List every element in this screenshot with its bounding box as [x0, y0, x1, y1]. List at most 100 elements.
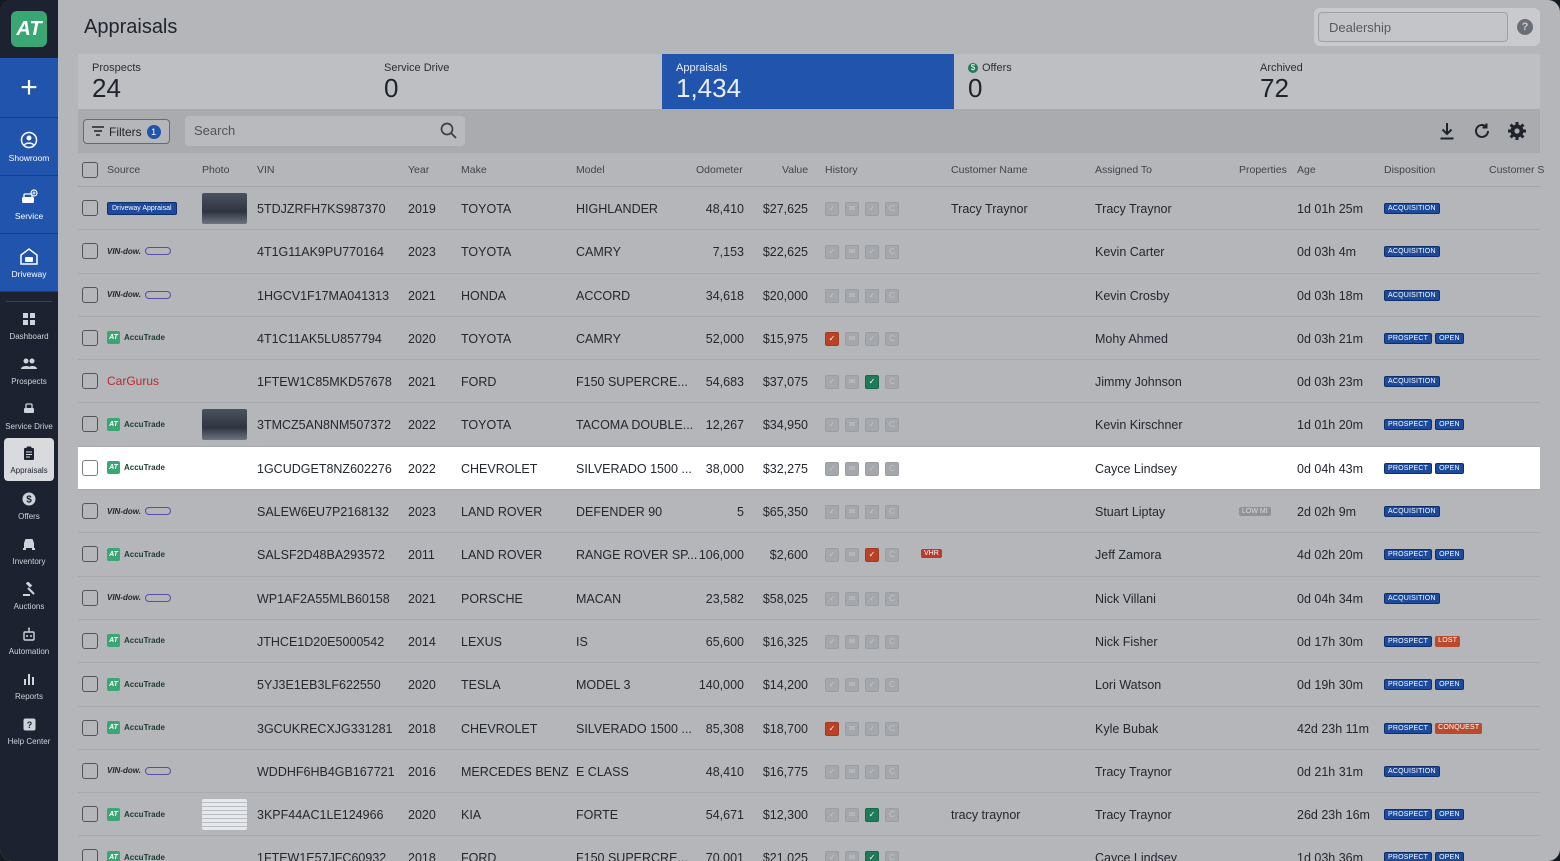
- tab-prospects[interactable]: Prospects 24: [78, 54, 370, 109]
- history-carfax-icon[interactable]: C: [885, 634, 899, 649]
- new-appraisal-button[interactable]: +: [0, 58, 58, 118]
- vehicle-photo[interactable]: [202, 409, 247, 441]
- history-carfax-icon[interactable]: C: [885, 678, 899, 693]
- table-row[interactable]: VIN-dow. WDDHF6HB4GB167721 2016 MERCEDES…: [78, 749, 1540, 794]
- row-checkbox[interactable]: [82, 546, 98, 563]
- column-header-make[interactable]: Make: [461, 164, 487, 176]
- history-check-icon[interactable]: ✓: [825, 721, 839, 736]
- table-row[interactable]: AT AccuTrade 3KPF44AC1LE124966 2020 KIA F…: [78, 793, 1540, 837]
- history-envelope-icon[interactable]: ✉: [845, 288, 859, 303]
- vin-cell[interactable]: 3TMCZ5AN8NM507372: [257, 418, 392, 433]
- row-checkbox[interactable]: [82, 286, 98, 303]
- history-check-icon[interactable]: ✓: [825, 591, 839, 606]
- history-envelope-icon[interactable]: ✉: [845, 721, 859, 736]
- history-envelope-icon[interactable]: ✉: [845, 591, 859, 606]
- history-autocheck-icon[interactable]: ✓: [865, 808, 879, 823]
- history-check-icon[interactable]: ✓: [825, 461, 839, 476]
- vhr-badge[interactable]: VHR: [921, 549, 942, 559]
- table-row[interactable]: VIN-dow. WP1AF2A55MLB60158 2021 PORSCHE …: [78, 576, 1540, 620]
- row-checkbox[interactable]: [82, 719, 98, 736]
- history-envelope-icon[interactable]: ✉: [845, 505, 859, 520]
- history-envelope-icon[interactable]: ✉: [845, 634, 859, 649]
- history-autocheck-icon[interactable]: ✓: [865, 202, 879, 216]
- sidebar-item-reports[interactable]: Reports: [4, 664, 54, 707]
- table-row[interactable]: AT AccuTrade 5YJ3E1EB3LF622550 2020 TESLA…: [78, 663, 1540, 707]
- history-carfax-icon[interactable]: C: [885, 851, 899, 861]
- history-envelope-icon[interactable]: ✉: [845, 331, 859, 346]
- history-autocheck-icon[interactable]: ✓: [865, 851, 879, 861]
- column-header-year[interactable]: Year: [408, 164, 430, 176]
- sidebar-item-dashboard[interactable]: Dashboard: [4, 304, 54, 347]
- history-check-icon[interactable]: ✓: [825, 548, 839, 563]
- sidebar-item-showroom[interactable]: Showroom: [0, 118, 58, 176]
- sidebar-item-automation[interactable]: Automation: [4, 619, 54, 662]
- table-row[interactable]: VIN-dow. 4T1G11AK9PU770164 2023 TOYOTA C…: [78, 230, 1540, 274]
- column-header-source[interactable]: Source: [107, 164, 141, 176]
- row-checkbox[interactable]: [82, 589, 98, 606]
- table-row[interactable]: Driveway Appraisal 5TDJZRFH7KS987370 201…: [78, 187, 1540, 231]
- history-autocheck-icon[interactable]: ✓: [865, 418, 879, 433]
- vin-cell[interactable]: 4T1C11AK5LU857794: [257, 331, 382, 346]
- sidebar-item-driveway[interactable]: Driveway: [0, 234, 58, 292]
- history-check-icon[interactable]: ✓: [825, 418, 839, 433]
- vin-cell[interactable]: SALEW6EU7P2168132: [257, 505, 390, 520]
- app-logo[interactable]: AT: [0, 0, 58, 58]
- table-row[interactable]: AT AccuTrade 3TMCZ5AN8NM507372 2022 TOYOT…: [78, 403, 1540, 447]
- table-row[interactable]: AT AccuTrade 1GCUDGET8NZ602276 2022 CHEVR…: [78, 446, 1540, 491]
- history-check-icon[interactable]: ✓: [825, 505, 839, 520]
- sidebar-item-help-center[interactable]: ? Help Center: [4, 709, 54, 752]
- history-envelope-icon[interactable]: ✉: [845, 202, 859, 216]
- sidebar-item-service[interactable]: Service: [0, 176, 58, 234]
- history-envelope-icon[interactable]: ✉: [845, 764, 859, 779]
- history-check-icon[interactable]: ✓: [825, 808, 839, 823]
- history-check-icon[interactable]: ✓: [825, 678, 839, 693]
- vin-cell[interactable]: 3GCUKRECXJG331281: [257, 721, 393, 736]
- history-envelope-icon[interactable]: ✉: [845, 245, 859, 260]
- history-carfax-icon[interactable]: C: [885, 808, 899, 823]
- vin-cell[interactable]: WDDHF6HB4GB167721: [257, 764, 395, 779]
- tab-archived[interactable]: Archived 72: [1246, 54, 1540, 109]
- tab-service-drive[interactable]: Service Drive 0: [370, 54, 662, 109]
- column-header-age[interactable]: Age: [1297, 164, 1316, 176]
- history-carfax-icon[interactable]: C: [885, 288, 899, 303]
- row-checkbox[interactable]: [82, 676, 98, 693]
- history-carfax-icon[interactable]: C: [885, 548, 899, 563]
- column-header-customer-status[interactable]: Customer S: [1489, 164, 1545, 176]
- row-checkbox[interactable]: [82, 200, 98, 216]
- history-check-icon[interactable]: ✓: [825, 331, 839, 346]
- row-checkbox[interactable]: [82, 243, 98, 260]
- vin-cell[interactable]: 3KPF44AC1LE124966: [257, 808, 384, 823]
- history-autocheck-icon[interactable]: ✓: [865, 591, 879, 606]
- history-envelope-icon[interactable]: ✉: [845, 461, 859, 476]
- table-row[interactable]: CarGurus 1FTEW1C85MKD57678 2021 FORD F15…: [78, 360, 1540, 404]
- history-check-icon[interactable]: ✓: [825, 851, 839, 861]
- history-autocheck-icon[interactable]: ✓: [865, 678, 879, 693]
- history-check-icon[interactable]: ✓: [825, 288, 839, 303]
- history-autocheck-icon[interactable]: ✓: [865, 245, 879, 260]
- row-checkbox[interactable]: [82, 329, 98, 346]
- history-autocheck-icon[interactable]: ✓: [865, 634, 879, 649]
- column-header-photo[interactable]: Photo: [202, 164, 230, 176]
- dealership-select[interactable]: Dealership: [1318, 12, 1508, 42]
- history-carfax-icon[interactable]: C: [885, 721, 899, 736]
- history-carfax-icon[interactable]: C: [885, 375, 899, 390]
- column-header-customer-name[interactable]: Customer Name: [951, 164, 1028, 176]
- history-carfax-icon[interactable]: C: [885, 202, 899, 216]
- row-checkbox[interactable]: [82, 806, 98, 823]
- help-icon[interactable]: ?: [1517, 19, 1533, 35]
- row-checkbox[interactable]: [82, 459, 98, 476]
- history-autocheck-icon[interactable]: ✓: [865, 375, 879, 390]
- row-checkbox[interactable]: [82, 373, 98, 390]
- history-check-icon[interactable]: ✓: [825, 634, 839, 649]
- history-autocheck-icon[interactable]: ✓: [865, 548, 879, 563]
- history-carfax-icon[interactable]: C: [885, 418, 899, 433]
- table-row[interactable]: AT AccuTrade 3GCUKRECXJG331281 2018 CHEVR…: [78, 706, 1540, 750]
- gear-icon[interactable]: [1507, 121, 1527, 141]
- table-row[interactable]: AT AccuTrade JTHCE1D20E5000542 2014 LEXUS…: [78, 619, 1540, 664]
- history-autocheck-icon[interactable]: ✓: [865, 331, 879, 346]
- history-envelope-icon[interactable]: ✉: [845, 418, 859, 433]
- sidebar-item-appraisals[interactable]: Appraisals: [4, 438, 54, 481]
- row-checkbox[interactable]: [82, 762, 98, 779]
- tab-appraisals[interactable]: Appraisals 1,434: [662, 54, 954, 109]
- history-autocheck-icon[interactable]: ✓: [865, 461, 879, 476]
